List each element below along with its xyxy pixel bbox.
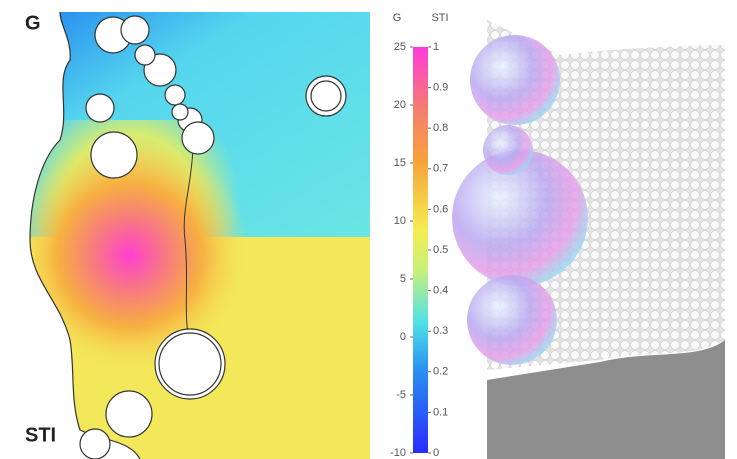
sti-tick-label: 0.5 — [433, 244, 448, 256]
sti-tick-label: 1 — [433, 41, 439, 53]
g-tick-label: 15 — [394, 157, 406, 169]
sti-tick-label: 0.4 — [433, 285, 448, 297]
photo — [452, 12, 725, 459]
g-tick-label: 0 — [400, 331, 406, 343]
g-tick-label: 5 — [400, 273, 406, 285]
g-tick-label: -10 — [390, 447, 406, 459]
g-tick-label: -5 — [396, 389, 406, 401]
g-tick-label: 20 — [394, 99, 406, 111]
figure: G STI G STI -10 -5 0 5 10 15 20 25 0 0.1 0.2 0.3 0.4… — [0, 0, 737, 459]
panel-label: STI — [25, 424, 56, 446]
g-tick-label: 25 — [394, 41, 406, 53]
sti-tick-label: 0.7 — [433, 163, 448, 175]
sti-tick-label: 0 — [433, 447, 439, 459]
sti-tick-label: 0.6 — [433, 203, 448, 215]
sti-tick-label: 0.9 — [433, 82, 448, 94]
sti-tick-label: 0.2 — [433, 366, 448, 378]
panel-label: G — [25, 12, 41, 34]
colorbar-title: G — [393, 12, 402, 24]
colorbar-title: STI — [431, 12, 448, 24]
sti-tick-label: 0.1 — [433, 406, 448, 418]
g-tick-label: 10 — [394, 215, 406, 227]
colorbar — [413, 47, 428, 453]
sti-tick-label: 0.8 — [433, 122, 448, 134]
sti-tick-label: 0.3 — [433, 325, 448, 337]
